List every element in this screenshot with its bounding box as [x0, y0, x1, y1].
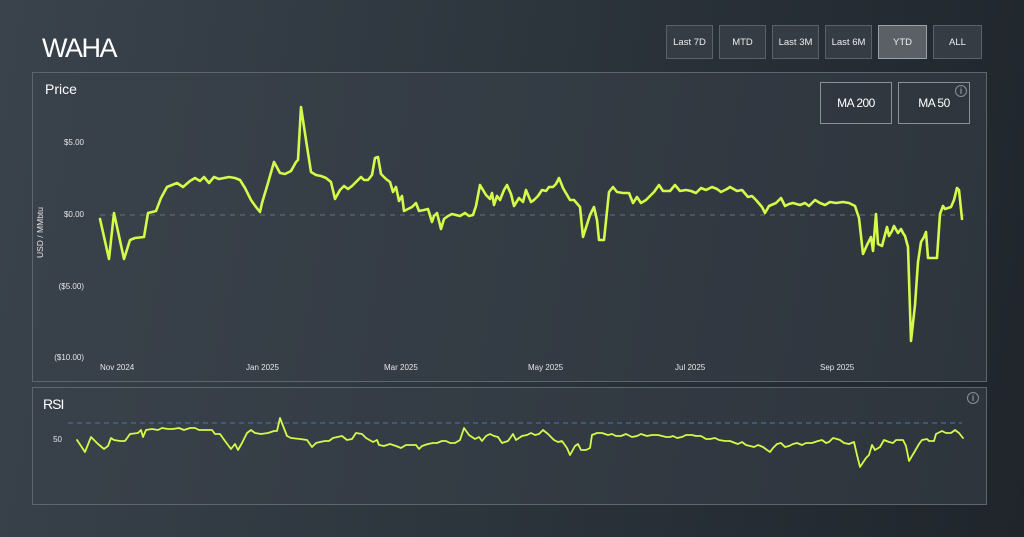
range-button-ytd[interactable]: YTD	[878, 25, 927, 59]
page-title: WAHA	[42, 33, 118, 63]
range-button-last-6m[interactable]: Last 6M	[825, 25, 872, 59]
price-x-tick: Jul 2025	[675, 363, 706, 372]
rsi-panel: RSI i	[32, 387, 987, 505]
ma-200-button[interactable]: MA 200	[820, 82, 892, 124]
rsi-y-tick: 50	[53, 435, 62, 444]
price-panel-title: Price	[45, 81, 77, 97]
rsi-info-icon[interactable]: i	[967, 392, 979, 404]
range-button-all[interactable]: ALL	[933, 25, 982, 59]
price-line	[98, 105, 964, 343]
range-button-last-3m[interactable]: Last 3M	[772, 25, 819, 59]
range-selector: Last 7D MTD Last 3M Last 6M YTD ALL	[666, 25, 982, 59]
rsi-panel-title: RSI	[43, 396, 64, 412]
price-x-tick: Sep 2025	[820, 363, 855, 372]
info-icon[interactable]: i	[955, 85, 967, 97]
price-x-tick: May 2025	[528, 363, 564, 372]
range-button-last-7d[interactable]: Last 7D	[666, 25, 713, 59]
price-panel: Price MA 200 MA 50 i	[32, 72, 987, 382]
price-x-tick: Jan 2025	[246, 363, 279, 372]
price-x-tick: Mar 2025	[384, 363, 418, 372]
ma-50-button[interactable]: MA 50	[898, 82, 970, 124]
price-y-tick: $0.00	[63, 210, 84, 219]
price-y-tick: ($10.00)	[54, 353, 84, 362]
price-y-tick: $5.00	[63, 138, 84, 147]
price-y-tick: ($5.00)	[58, 282, 84, 291]
rsi-line	[76, 417, 964, 468]
price-x-tick: Nov 2024	[100, 363, 135, 372]
range-button-mtd[interactable]: MTD	[719, 25, 766, 59]
